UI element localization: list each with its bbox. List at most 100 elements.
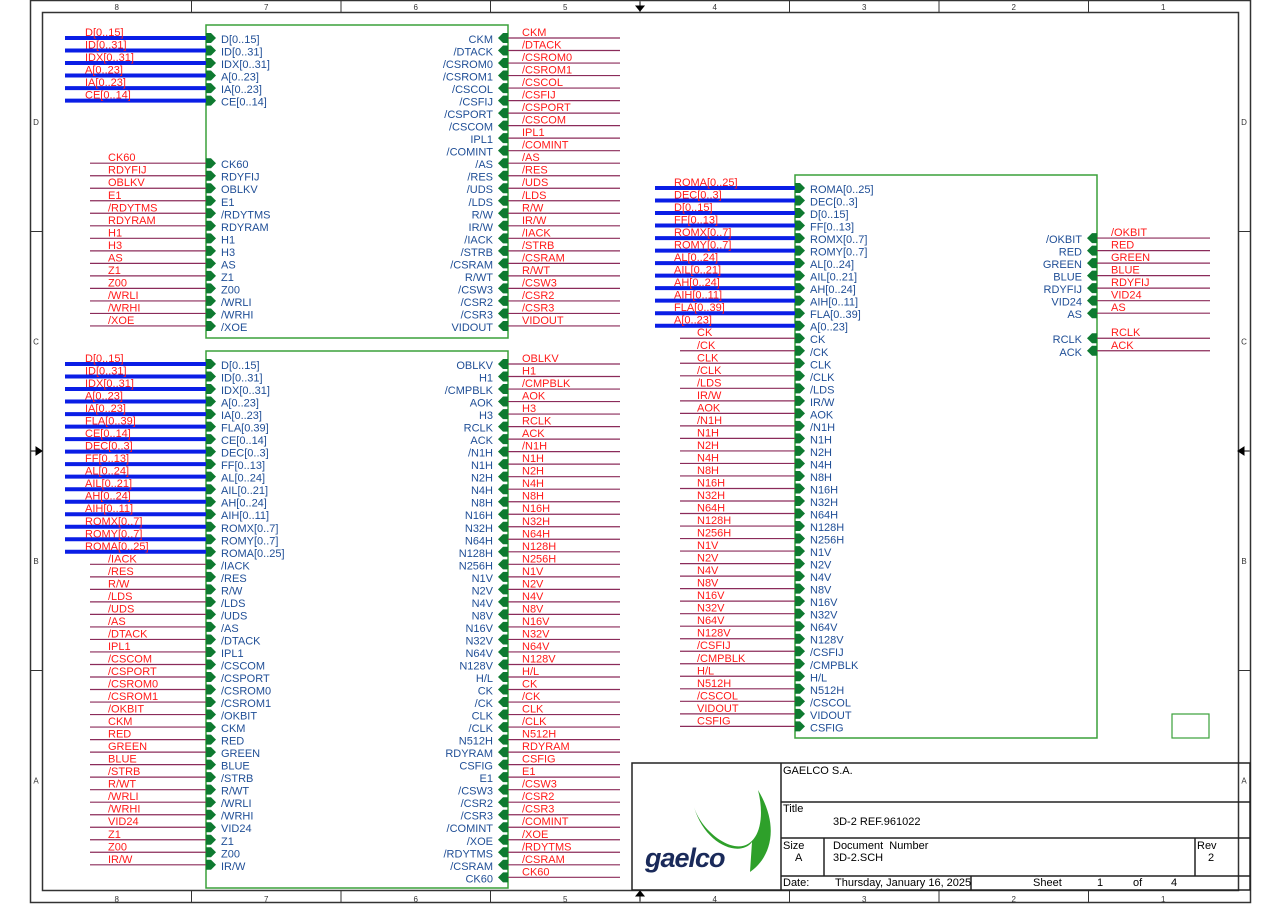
net-label: /AS [522, 152, 540, 164]
net-label: N8V [697, 578, 719, 590]
pin-label: AH[0..24] [221, 498, 267, 510]
pin-input-icon [206, 33, 216, 43]
pin-input-icon [206, 859, 216, 870]
net-label: DEC[0..3] [674, 190, 722, 202]
of-label: of [1133, 877, 1143, 889]
pin-label: VIDOUT [810, 710, 852, 722]
pin-output-icon [498, 847, 508, 858]
net-label: RED [108, 729, 131, 741]
net-label: /CSR2 [522, 290, 554, 302]
pin-output-icon [498, 283, 508, 294]
pin-input-icon [206, 484, 216, 495]
pin-label: /IACK [464, 234, 493, 246]
pin-input-icon [206, 409, 216, 420]
net-label: A[0..23] [85, 65, 123, 77]
pin-label: ROMA[0..25] [221, 548, 285, 560]
pin-output-icon [498, 684, 508, 695]
net-label: D[0..15] [674, 202, 713, 214]
rev-value: 2 [1208, 852, 1215, 864]
pin-label: /WRLI [221, 798, 252, 810]
pin-label: N16V [810, 597, 838, 609]
pin-label: N4H [471, 485, 493, 497]
pin-label: RED [1059, 247, 1082, 259]
pin-input-icon [206, 784, 216, 795]
pin-output-icon [498, 784, 508, 795]
pin-label: N8H [471, 498, 493, 510]
ruler-row-label: A [33, 776, 39, 785]
pin-label: N64V [465, 648, 493, 660]
pin-label: N8H [810, 472, 832, 484]
pin-input-icon [795, 533, 805, 544]
pin-label: /CSRAM [450, 259, 493, 271]
pin-label: DEC[0..3] [810, 197, 858, 209]
pin-output-icon [498, 834, 508, 845]
pin-output-icon [498, 521, 508, 532]
pin-label: /COMINT [447, 823, 494, 835]
pin-label: /CMPBLK [445, 385, 494, 397]
net-label: /CSFIJ [697, 640, 731, 652]
net-label: Z1 [108, 265, 121, 277]
net-label: N32H [697, 490, 725, 502]
pin-label: CK60 [465, 873, 493, 885]
pin-input-icon [206, 672, 216, 682]
pin-label: GREEN [221, 748, 260, 760]
net-label: /CSPORT [522, 102, 571, 114]
pin-input-icon [795, 183, 805, 193]
net-label: /RDYTMS [108, 202, 158, 214]
pin-input-icon [795, 308, 805, 319]
pin-label: /CK [810, 347, 829, 359]
net-label: N1H [522, 453, 544, 465]
center-arrow-top-icon [634, 2, 646, 12]
net-label: RED [1111, 240, 1134, 252]
pin-label: /N1H [468, 448, 493, 460]
net-label: AOK [697, 402, 721, 414]
pin-input-icon [795, 408, 805, 419]
pin-input-icon [795, 270, 805, 281]
net-label: Z00 [108, 841, 127, 853]
pin-label: /WRHI [221, 811, 253, 823]
pin-label: N8V [810, 585, 832, 597]
pin-label: /DTACK [221, 635, 261, 647]
pin-input-icon [795, 483, 805, 494]
net-label: GREEN [108, 741, 147, 753]
pin-input-icon [795, 320, 805, 331]
pin-output-icon [498, 484, 508, 495]
pin-label: RCLK [464, 423, 494, 435]
pin-label: CLK [810, 359, 832, 371]
net-label: /CMPBLK [522, 378, 571, 390]
sheet-label: Sheet [1033, 877, 1062, 889]
pin-label: AL[0..24] [810, 259, 854, 271]
pin-label: N16H [810, 484, 838, 496]
net-label: ROMX[0..7] [85, 516, 142, 528]
pin-input-icon [206, 421, 216, 432]
pin-label: /N1H [810, 422, 835, 434]
net-label: FF[0..13] [85, 453, 129, 465]
doc-number-label: Document Number [833, 840, 929, 852]
pin-input-icon [206, 559, 216, 570]
ruler-column-label: 2 [1012, 895, 1017, 904]
pin-label: /RES [221, 573, 247, 585]
pin-label: /CLK [810, 372, 835, 384]
net-label: /DTACK [108, 628, 148, 640]
pin-input-icon [795, 708, 805, 719]
pin-input-icon [795, 445, 805, 456]
pin-input-icon [206, 459, 216, 470]
pin-label: N32H [465, 523, 493, 535]
pin-label: FLA[0.39] [221, 423, 269, 435]
pin-input-icon [206, 496, 216, 507]
pin-label: /UDS [467, 184, 493, 196]
pin-input-icon [795, 596, 805, 607]
net-label: H3 [522, 403, 536, 415]
pin-output-icon [498, 396, 508, 407]
pin-label: IR/W [810, 397, 835, 409]
net-label: N8V [522, 603, 544, 615]
net-label: IDX[0..31] [85, 52, 134, 64]
title-value: 3D-2 REF.961022 [833, 816, 921, 828]
pin-input-icon [206, 295, 216, 306]
pin-label: Z00 [221, 848, 240, 860]
pin-label: /LDS [469, 197, 493, 209]
net-label: /RES [108, 566, 134, 578]
pin-label: /RES [467, 172, 493, 184]
pin-output-icon [498, 195, 508, 206]
